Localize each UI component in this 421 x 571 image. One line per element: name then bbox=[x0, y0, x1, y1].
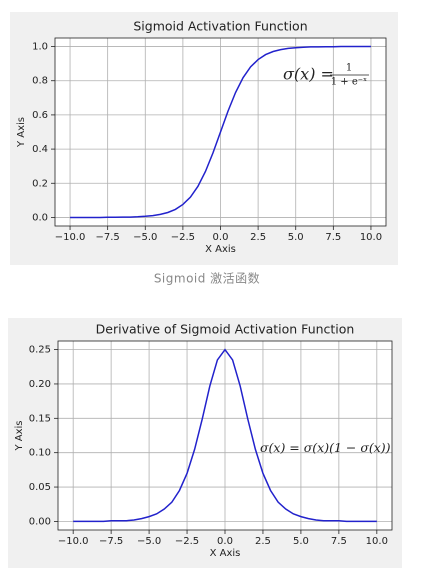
caption: Sigmoid 激活函数 bbox=[154, 271, 260, 286]
plot-frame bbox=[54, 37, 387, 227]
x-tick-label: 5.0 bbox=[288, 232, 304, 243]
y-axis-label: Y Axis bbox=[16, 117, 27, 148]
chart-title: Derivative of Sigmoid Activation Functio… bbox=[96, 322, 355, 337]
line-series bbox=[73, 348, 377, 523]
x-tick-label: 7.5 bbox=[325, 232, 341, 243]
x-tick-label: 0.0 bbox=[213, 232, 229, 243]
y-tick-label: 0.8 bbox=[32, 76, 48, 87]
x-axis-label: X Axis bbox=[210, 548, 241, 559]
x-tick-label: −5.0 bbox=[137, 536, 161, 547]
x-tick-label: −7.5 bbox=[96, 232, 120, 243]
y-tick-label: 0.25 bbox=[29, 345, 51, 356]
x-tick-label: −2.5 bbox=[175, 536, 199, 547]
x-tick-label: 10.0 bbox=[366, 536, 388, 547]
y-tick-label: 0.6 bbox=[32, 110, 48, 121]
line-series bbox=[70, 45, 371, 219]
y-tick-label: 0.0 bbox=[32, 212, 48, 223]
y-tick-label: 0.10 bbox=[29, 448, 51, 459]
y-tick-label: 0.15 bbox=[29, 413, 51, 424]
y-axis-label: Y Axis bbox=[14, 420, 25, 451]
y-tick-label: 0.00 bbox=[29, 516, 51, 527]
x-tick-label: 10.0 bbox=[360, 232, 382, 243]
annotation-numerator: 1 bbox=[346, 63, 352, 74]
chart-title: Sigmoid Activation Function bbox=[133, 19, 307, 34]
x-tick-label: −2.5 bbox=[171, 232, 195, 243]
y-tick-label: 0.20 bbox=[29, 379, 51, 390]
x-tick-label: 5.0 bbox=[293, 536, 309, 547]
annotation-denominator: 1 + e⁻ˣ bbox=[331, 77, 368, 88]
y-tick-label: 0.4 bbox=[32, 144, 48, 155]
x-tick-label: −5.0 bbox=[133, 232, 157, 243]
x-axis-label: X Axis bbox=[205, 244, 236, 255]
x-tick-label: 2.5 bbox=[250, 232, 266, 243]
y-tick-label: 0.2 bbox=[32, 178, 48, 189]
x-tick-label: −10.0 bbox=[58, 536, 89, 547]
x-tick-label: 0.0 bbox=[217, 536, 233, 547]
annotation-lhs: σ(x) = bbox=[283, 65, 334, 84]
x-tick-label: −7.5 bbox=[99, 536, 123, 547]
annotation: σ(x) = σ(x)(1 − σ(x)) bbox=[260, 440, 391, 455]
x-tick-label: 2.5 bbox=[255, 536, 271, 547]
y-tick-label: 0.05 bbox=[29, 482, 51, 493]
plot-frame bbox=[57, 340, 393, 531]
x-tick-label: 7.5 bbox=[331, 536, 347, 547]
x-tick-label: −10.0 bbox=[55, 232, 86, 243]
y-tick-label: 1.0 bbox=[32, 42, 48, 53]
